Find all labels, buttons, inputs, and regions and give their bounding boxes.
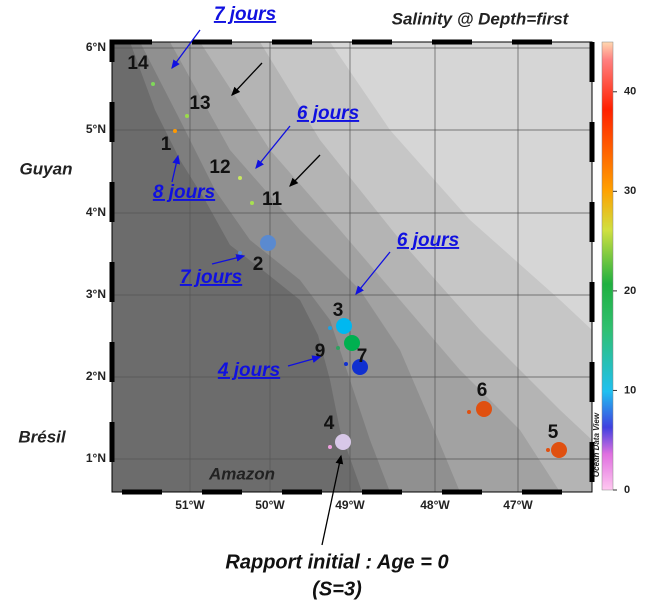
annotation: 7 jours [214,4,276,25]
colorbar-tick-label: 10 [624,384,636,396]
station-label: 6 [477,380,488,401]
place-label: Brésil [18,427,67,446]
lon-label: 50°W [255,498,285,512]
graticule [112,42,592,492]
place-label: Guyan [20,159,73,178]
caption: Rapport initial : Age = 0 [225,551,448,573]
lon-label: 49°W [335,498,365,512]
station-label: 5 [548,422,559,443]
station-label: 9 [315,341,326,362]
colorbar-tick-label: 40 [624,86,636,98]
annotation: 4 jours [217,360,280,381]
annotation: 6 jours [297,103,359,124]
station-label: 3 [333,300,344,321]
map-background [112,42,592,492]
station-label: 2 [253,254,264,275]
lat-label: 4°N [86,205,106,219]
black-arrows [231,62,344,546]
annotation: 6 jours [397,230,459,251]
lat-label: 6°N [86,40,106,54]
station-label: 4 [324,413,335,434]
colorbar-tick-label: 20 [624,285,636,297]
colorbar [601,41,614,491]
station-label: 7 [357,346,368,367]
station-label: 14 [127,53,149,74]
station-markers [151,82,567,458]
annotation: 8 jours [153,182,215,203]
lat-label: 3°N [86,287,106,301]
station-label: 12 [209,157,230,178]
station-label: 1 [161,134,172,155]
lat-label: 1°N [86,451,106,465]
title: Salinity @ Depth=first [392,9,570,28]
credit: Ocean Data View [592,412,601,477]
colorbar-tick-label: 0 [624,484,630,496]
lon-label: 48°W [420,498,450,512]
lat-label: 5°N [86,122,106,136]
annotation: 7 jours [180,267,242,288]
lon-label: 47°W [503,498,533,512]
lat-label: 2°N [86,369,106,383]
blue-arrows [171,29,391,367]
lon-label: 51°W [175,498,205,512]
place-label: Amazon [208,464,275,483]
station-label: 13 [189,93,210,114]
colorbar-tick-label: 30 [624,185,636,197]
caption: (S=3) [312,578,362,600]
station-label: 11 [262,189,283,210]
map-border [111,41,593,493]
